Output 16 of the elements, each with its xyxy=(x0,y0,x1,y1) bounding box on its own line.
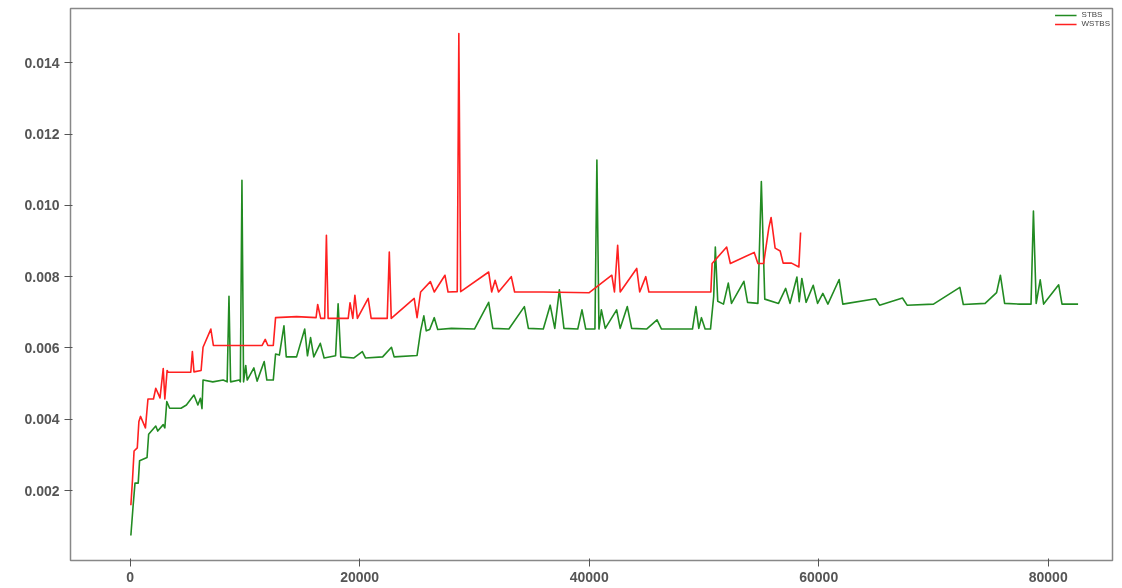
x-tick-label: 0 xyxy=(126,568,135,585)
y-tick-label: 0.010 xyxy=(24,197,60,214)
x-tick-label: 20000 xyxy=(340,568,380,585)
line-series xyxy=(130,32,802,507)
y-tick-label: 0.014 xyxy=(24,54,60,71)
legend-label: STBS xyxy=(1081,10,1103,19)
y-tick-label: 0.012 xyxy=(24,126,60,143)
x-tick-label: 40000 xyxy=(569,568,609,585)
x-tick-label: 60000 xyxy=(799,568,839,585)
legend-label: WSTBS xyxy=(1081,19,1110,28)
y-tick-label: 0.004 xyxy=(24,411,60,428)
x-tick-label: 80000 xyxy=(1028,568,1068,585)
y-tick-label: 0.008 xyxy=(24,268,60,285)
y-tick-label: 0.002 xyxy=(24,482,60,499)
y-tick-label: 0.006 xyxy=(24,339,60,356)
line-series xyxy=(130,159,1079,537)
